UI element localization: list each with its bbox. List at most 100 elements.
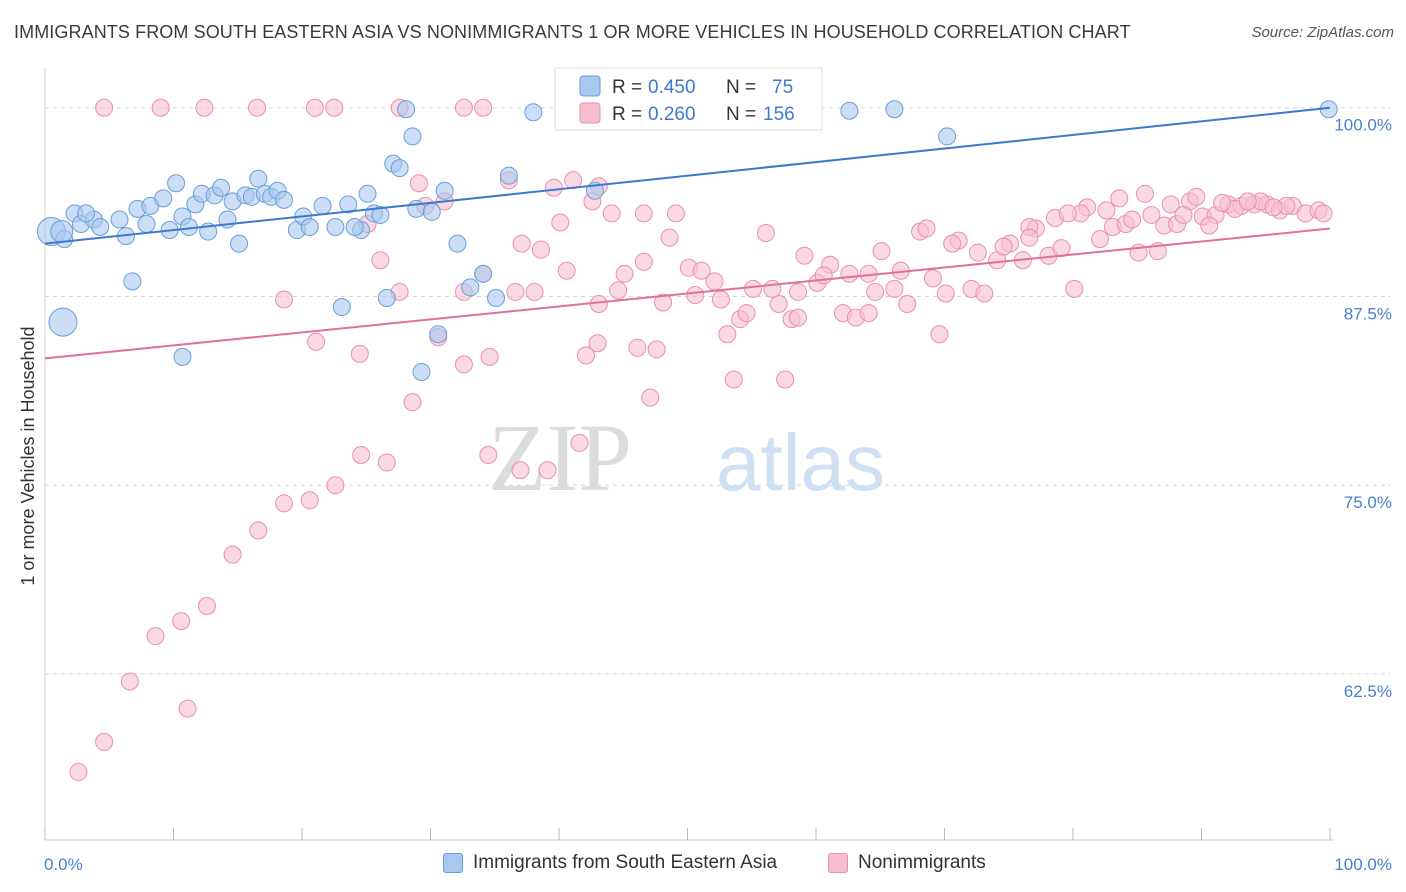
pink-point: [480, 347, 499, 366]
blue-point: [938, 127, 957, 146]
pink-point: [1020, 228, 1039, 247]
blue-point: [91, 218, 110, 237]
blue-point: [397, 100, 416, 119]
legend-swatch-immigrants: [443, 853, 463, 873]
pink-point: [525, 282, 544, 301]
legend-swatch-pink: [579, 102, 601, 124]
pink-point: [615, 264, 634, 283]
pink-point: [647, 340, 666, 359]
pink-point: [1314, 204, 1333, 223]
legend-label-nonimmigrants: Nonimmigrants: [858, 852, 986, 873]
legend-label-immigrants: Immigrants from South Eastern Asia: [473, 852, 778, 873]
pink-point: [1135, 184, 1154, 203]
pink-point: [737, 304, 756, 323]
x-tick-label: 100.0%: [1334, 855, 1392, 874]
legend-n-label: N =: [726, 104, 756, 125]
pink-point: [350, 344, 369, 363]
pink-point: [551, 213, 570, 232]
blue-point: [249, 169, 268, 188]
legend-box: R = 0.450 N = 75 R = 0.260 N = 156: [554, 67, 823, 131]
pink-point: [936, 284, 955, 303]
pink-point: [300, 491, 319, 510]
pink-point: [711, 290, 730, 309]
blue-point: [377, 288, 396, 307]
pink-point: [195, 98, 214, 117]
pink-point: [1058, 204, 1077, 223]
blue-point: [332, 298, 351, 317]
pink-point: [576, 346, 595, 365]
legend-item-nonimmigrants[interactable]: Nonimmigrants: [828, 852, 986, 874]
pink-point: [307, 332, 326, 351]
blue-point: [154, 189, 173, 208]
source-label: Source: ZipAtlas.com: [1251, 24, 1394, 41]
blue-point: [840, 101, 859, 120]
pink-point: [795, 246, 814, 265]
pink-point: [1110, 189, 1129, 208]
data-points: [36, 98, 1338, 782]
pink-point: [1174, 205, 1193, 224]
blue-point: [390, 159, 409, 178]
pink-point: [146, 627, 165, 646]
pink-point: [409, 174, 428, 193]
blue-point: [403, 127, 422, 146]
pink-trend-line: [44, 227, 1331, 360]
tick-labels: 100.0% 87.5% 75.0% 62.5% 0.0% 100.0%: [44, 116, 1392, 874]
pink-point: [223, 545, 242, 564]
pink-point: [609, 281, 628, 300]
blue-point: [313, 196, 332, 215]
blue-point: [885, 100, 904, 119]
pink-point: [1097, 201, 1116, 220]
pink-point: [1142, 205, 1161, 224]
pink-point: [305, 98, 324, 117]
pink-point: [275, 290, 294, 309]
pink-point: [776, 370, 795, 389]
pink-point: [930, 325, 949, 344]
pink-point: [602, 204, 621, 223]
pink-point: [724, 370, 743, 389]
pink-point: [628, 338, 647, 357]
y-tick-label: 100.0%: [1334, 116, 1392, 135]
blue-point: [448, 234, 467, 253]
blue-point: [212, 178, 231, 197]
pink-point: [544, 178, 563, 197]
pink-point: [1161, 195, 1180, 214]
pink-point: [692, 261, 711, 280]
pink-point: [1264, 198, 1283, 217]
blue-point: [300, 218, 319, 237]
pink-point: [769, 295, 788, 314]
pink-point: [403, 393, 422, 412]
pink-point: [686, 285, 705, 304]
blue-point: [48, 307, 78, 337]
pink-point: [371, 251, 390, 270]
pink-point: [589, 295, 608, 314]
bottom-legend: Immigrants from South Eastern Asia Nonim…: [0, 852, 1406, 878]
legend-item-immigrants[interactable]: Immigrants from South Eastern Asia: [443, 852, 777, 874]
axes: [44, 68, 1334, 841]
pink-point: [654, 293, 673, 312]
pink-point: [968, 243, 987, 262]
pink-point: [326, 476, 345, 495]
pink-point: [666, 204, 685, 223]
pink-point: [1187, 187, 1206, 206]
pink-point: [1238, 192, 1257, 211]
pink-point: [923, 269, 942, 288]
pink-point: [1090, 230, 1109, 249]
pink-point: [95, 732, 114, 751]
blue-point: [499, 166, 518, 185]
pink-point: [718, 325, 737, 344]
y-axis-label: 1 or more Vehicles in Household: [18, 326, 38, 585]
pink-point: [1123, 210, 1142, 229]
pink-point: [511, 461, 530, 480]
pink-point: [872, 242, 891, 261]
pink-point: [151, 98, 170, 117]
pink-point: [506, 282, 525, 301]
blue-point: [230, 234, 249, 253]
pink-point: [641, 388, 660, 407]
legend-n-label: N =: [726, 77, 756, 98]
blue-point: [412, 362, 431, 381]
pink-point: [660, 228, 679, 247]
pink-point: [885, 279, 904, 298]
pink-point: [588, 334, 607, 353]
blue-point: [487, 288, 506, 307]
